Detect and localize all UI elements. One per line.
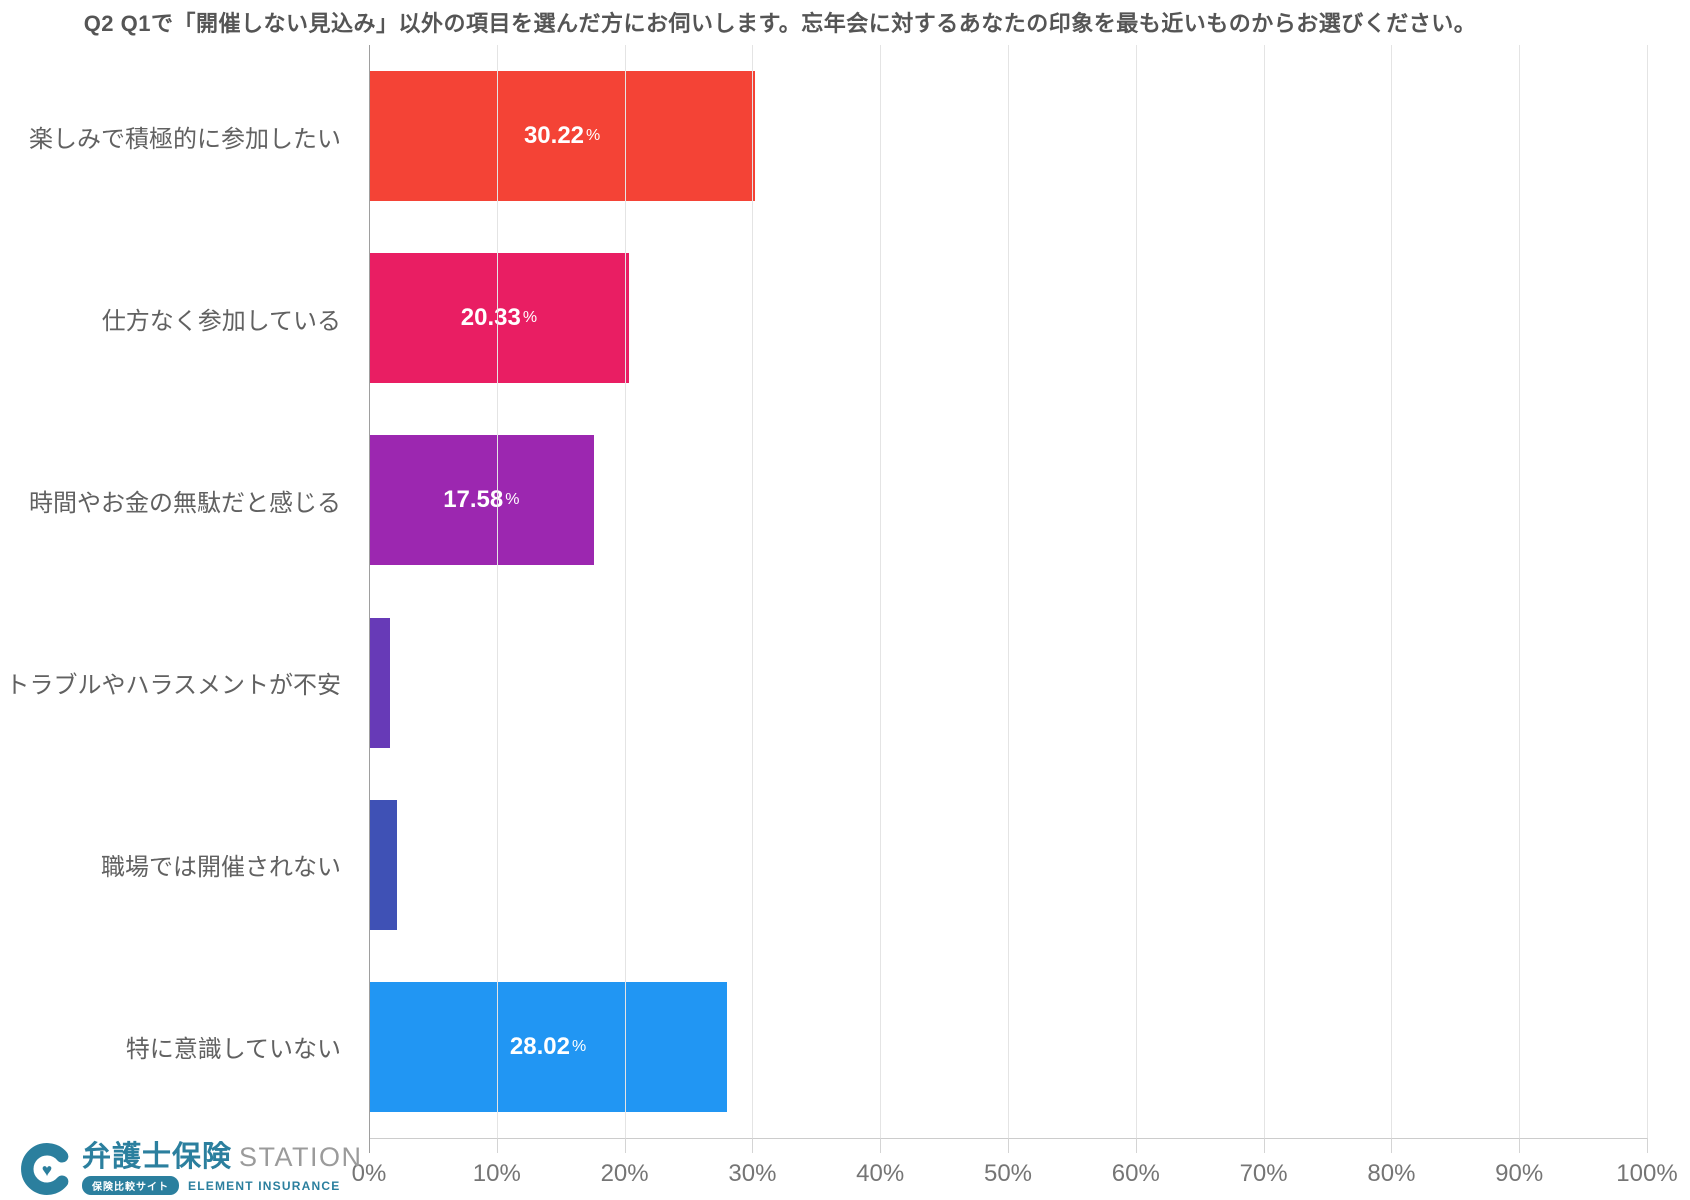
x-tick-label: 30% <box>728 1160 777 1187</box>
bar-value: 17.58 <box>443 486 504 514</box>
category-label: 楽しみで積極的に参加したい <box>29 125 341 153</box>
gridline <box>1519 45 1521 1138</box>
x-tick-label: 90% <box>1495 1160 1544 1187</box>
bar-value: 28.02 <box>509 1032 570 1060</box>
x-tick-label: 80% <box>1367 1160 1416 1187</box>
bar-unit: % <box>571 1037 587 1055</box>
category-label: 仕方なく参加している <box>101 307 341 335</box>
bar: 20.33% <box>369 253 629 384</box>
axis-tick <box>369 1138 370 1153</box>
axis-tick <box>1519 1138 1521 1153</box>
x-tick-label: 50% <box>983 1160 1033 1187</box>
x-tick-label: 100% <box>1616 1160 1678 1187</box>
bar-row: 30.22% <box>369 45 1647 227</box>
bar: 28.02% <box>369 981 728 1112</box>
bar-unit: % <box>522 309 538 327</box>
axis-tick <box>1008 1138 1009 1153</box>
brand-badge: 保険比較サイト <box>82 1176 179 1195</box>
svg-text:♥: ♥ <box>42 1160 52 1180</box>
x-tick-label: 10% <box>472 1160 521 1187</box>
bar: 30.22% <box>369 71 756 202</box>
gridline <box>880 45 882 1138</box>
x-tick-label: 40% <box>856 1160 905 1187</box>
brand-c-heart-icon: ♥ <box>21 1143 69 1195</box>
gridline <box>496 45 498 1138</box>
gridline <box>1647 45 1648 1138</box>
axis-tick <box>752 1138 754 1153</box>
gridline <box>1135 45 1137 1138</box>
brand-sub-row: 保険比較サイト ELEMENT INSURANCE <box>82 1176 363 1195</box>
gridline <box>369 45 370 1138</box>
bar <box>369 617 391 748</box>
gridline <box>752 45 754 1138</box>
gridline <box>1008 45 1009 1138</box>
x-tick-label: 20% <box>600 1160 649 1187</box>
gridline <box>1391 45 1393 1138</box>
axis-tick <box>1135 1138 1137 1153</box>
category-labels: 楽しみで積極的に参加したい仕方なく参加している時間やお金の無駄だと感じるトラブル… <box>0 45 355 1138</box>
category-label: 職場では開催されない <box>101 854 341 882</box>
x-tick-label: 70% <box>1239 1160 1288 1187</box>
x-tick-label: 60% <box>1111 1160 1160 1187</box>
category-label: トラブルやハラスメントが不安 <box>5 672 341 700</box>
bars-container: 30.22% 20.33% 17.58% 28.02% <box>369 45 1647 1138</box>
brand-name-jp: 弁護士保険 <box>82 1141 233 1173</box>
brand-logo: ♥ 弁護士保険 STATION 保険比較サイト ELEMENT INSURANC… <box>20 1142 363 1196</box>
axis-tick <box>496 1138 498 1153</box>
category-label: 時間やお金の無駄だと感じる <box>29 489 341 517</box>
bar-row <box>369 592 1647 774</box>
bar-row: 20.33% <box>369 227 1647 409</box>
brand-text: 弁護士保険 STATION 保険比較サイト ELEMENT INSURANCE <box>82 1143 363 1195</box>
bar-value: 30.22 <box>523 122 585 150</box>
axis-tick <box>1391 1138 1393 1153</box>
category-label: 特に意識していない <box>125 1036 341 1064</box>
axis-tick <box>1263 1138 1265 1153</box>
chart-title: Q2 Q1で「開催しない見込み」以外の項目を選んだ方にお伺いします。忘年会に対す… <box>83 11 1477 36</box>
axis-tick <box>624 1138 626 1153</box>
bar-unit: % <box>586 127 601 145</box>
gridline <box>624 45 626 1138</box>
bar-row <box>369 774 1647 956</box>
brand-name-row: 弁護士保険 STATION <box>82 1143 363 1172</box>
axis-tick <box>880 1138 882 1153</box>
bar: 17.58% <box>369 435 594 566</box>
gridline <box>1263 45 1265 1138</box>
axis-tick <box>1647 1138 1648 1153</box>
plot-area: 30.22% 20.33% 17.58% 28.02% 0% 10% 20% 30% 40% 5… <box>352 45 1678 1187</box>
brand-name-en: STATION <box>239 1142 363 1172</box>
bar-unit: % <box>505 491 520 509</box>
brand-tagline: ELEMENT INSURANCE <box>188 1178 341 1193</box>
x-tick-label: 0% <box>351 1160 387 1187</box>
bar-value: 20.33 <box>460 304 521 332</box>
bar <box>369 799 398 930</box>
bar-row: 17.58% <box>369 409 1647 591</box>
bar-row: 28.02% <box>369 956 1647 1138</box>
